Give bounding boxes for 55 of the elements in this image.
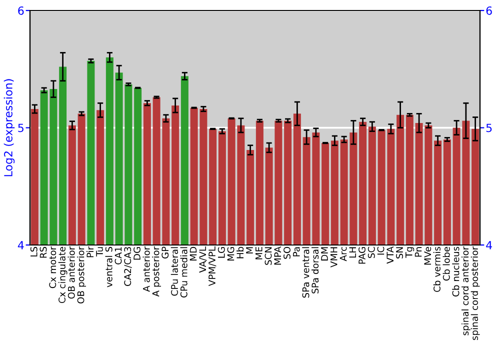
x-tick-label: Pa [293, 247, 300, 256]
x-tick-label: LH [349, 247, 356, 258]
y2-tick-label: 5 [486, 124, 492, 132]
x-tick-label: MVe [424, 246, 432, 265]
x-tick-label: LG [218, 247, 225, 258]
x-tick-label: Cb vermis [433, 246, 440, 292]
x-tick-label: A posterior [152, 246, 161, 297]
x-tick-label: SCN [264, 247, 272, 265]
x-tick-label: CA2/CA3 [124, 247, 132, 286]
x-tick-label: SO [284, 246, 290, 259]
x-tick-label: M [246, 247, 253, 254]
x-tick-label: PAG [358, 247, 366, 264]
x-tick-label: VTA [386, 246, 394, 264]
y2-tick-label: 6 [486, 6, 492, 15]
x-tick-label: Cb lobe [442, 246, 450, 281]
x-tick-label: VPM/VPL [208, 246, 216, 286]
x-tick-label: SPa dorsal [312, 247, 319, 294]
x-tick-label: ME [256, 246, 262, 260]
x-tick-label: MPA [274, 246, 281, 265]
x-tick-label: Pir [86, 246, 94, 258]
x-tick-label: SPa ventral [302, 247, 310, 298]
x-tick-label: Cx cingulate [58, 246, 68, 304]
x-tick-label: SC [368, 246, 375, 258]
y-tick-label: 6 [18, 6, 24, 15]
y-axis-title: Log2 (expression) [4, 79, 15, 176]
x-tick-label: MG [227, 247, 234, 260]
x-tick-label: GP [162, 246, 169, 259]
x-tick-label: DG [134, 247, 140, 260]
x-tick-label: RS [40, 246, 47, 258]
x-tick-label: SN [396, 247, 403, 258]
x-tick-label: Tu [96, 247, 103, 256]
x-tick-label: OB posterior [77, 246, 86, 304]
y-tick-label: 5 [18, 124, 24, 132]
x-tick-label: CA1 [114, 247, 122, 264]
x-tick-label: VA/VL [199, 246, 207, 273]
x-tick-label: Tg [406, 247, 414, 258]
x-tick-label: spinal cord posterior [470, 246, 480, 340]
x-tick-label: IC [377, 246, 384, 255]
y-tick-label: 4 [18, 241, 24, 250]
x-tick-label: MD [190, 246, 197, 260]
x-tick-label: CPu medial [180, 247, 188, 298]
x-tick-label: Hb [236, 246, 244, 258]
x-tick-label: Pn [414, 247, 422, 257]
x-tick-label: ventral S [105, 246, 112, 288]
x-tick-label: OB anterior [68, 246, 75, 299]
x-tick-label: Cx motor [49, 246, 56, 288]
x-tick-label: DM [321, 247, 328, 260]
x-tick-label: CPu lateral [170, 247, 178, 296]
x-tick-label: A anterior [142, 246, 150, 292]
x-tick-label: spinal cord anterior [462, 246, 470, 336]
x-tick-label: VMH [330, 247, 338, 268]
x-tick-label: Cb nucleus [452, 246, 460, 296]
x-tick-label: Arc [340, 246, 347, 262]
x-tick-label: LS [30, 246, 38, 256]
y2-tick-label: 4 [486, 241, 492, 250]
